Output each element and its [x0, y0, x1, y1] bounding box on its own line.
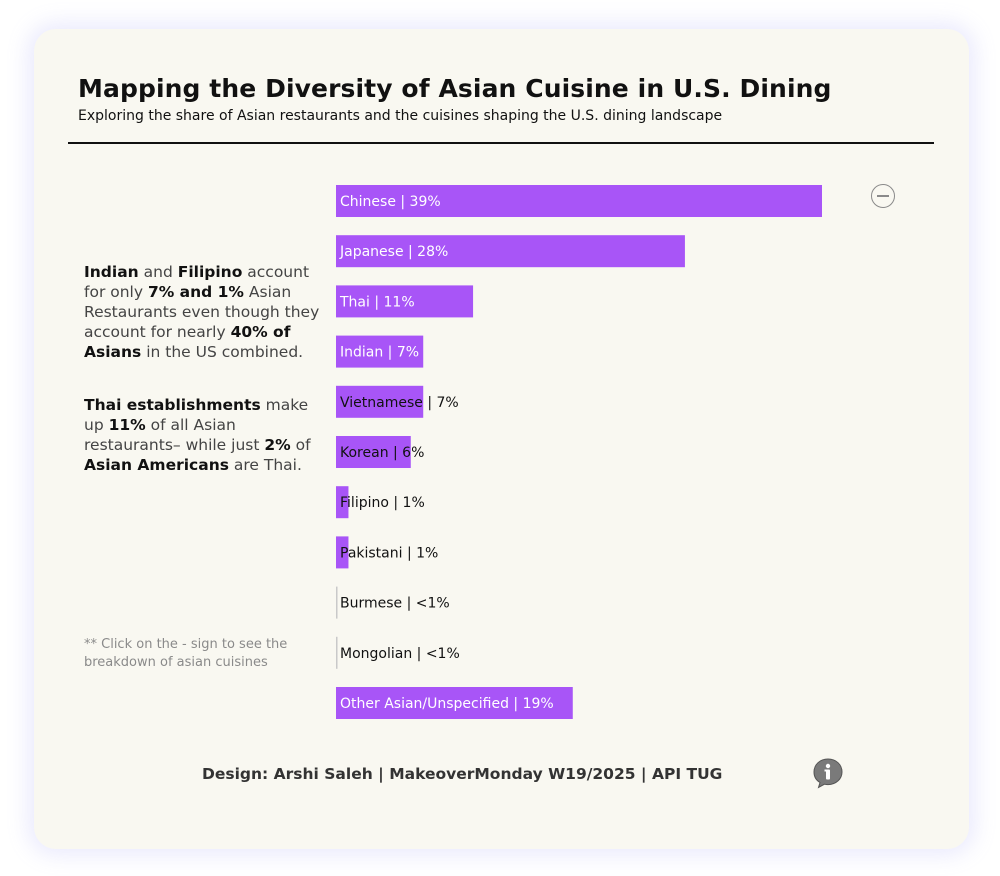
title-divider	[68, 142, 934, 144]
bar-indian[interactable]	[336, 335, 424, 368]
page-title: Mapping the Diversity of Asian Cuisine i…	[78, 74, 832, 103]
bar-chinese[interactable]	[336, 185, 822, 217]
bar-label-other-asian-unspecified: Other Asian/Unspecified | 19%	[340, 696, 554, 712]
bar-label-chinese: Chinese | 39%	[340, 194, 441, 210]
bar-label-japanese: Japanese | 28%	[339, 244, 448, 260]
insight-note-indian-filipino: Indian and Filipino account for only 7% …	[84, 263, 320, 361]
page-subtitle: Exploring the share of Asian restaurants…	[78, 108, 723, 124]
bar-label-vietnamese: Vietnamese | 7%	[340, 395, 459, 411]
bar-burmese[interactable]	[336, 586, 338, 619]
bar-label-pakistani: Pakistani | 1%	[340, 545, 438, 561]
bar-mongolian[interactable]	[336, 636, 338, 669]
bar-label-indian: Indian | 7%	[340, 345, 419, 361]
collapse-hint: ** Click on the - sign to see the breakd…	[84, 637, 288, 670]
bar-pakistani[interactable]	[336, 536, 349, 569]
bar-label-burmese: Burmese | <1%	[340, 596, 450, 612]
bar-label-filipino: Filipino | 1%	[340, 495, 425, 511]
bar-thai[interactable]	[336, 285, 474, 318]
bar-label-korean: Korean | 6%	[340, 445, 424, 461]
design-credit: Design: Arshi Saleh | MakeoverMonday W19…	[202, 765, 723, 783]
bar-label-mongolian: Mongolian | <1%	[340, 646, 460, 662]
insight-note-thai: Thai establishments make up 11% of all A…	[84, 396, 311, 474]
bar-other-asian-unspecified[interactable]	[336, 687, 573, 719]
minus-circle-icon[interactable]	[871, 184, 895, 208]
bar-japanese[interactable]	[336, 235, 685, 268]
bar-vietnamese[interactable]	[336, 385, 424, 418]
bar-label-thai: Thai | 11%	[339, 294, 415, 310]
info-speech-bubble-icon[interactable]	[812, 757, 844, 789]
bar-korean[interactable]	[336, 436, 411, 468]
bar-filipino[interactable]	[336, 486, 349, 519]
